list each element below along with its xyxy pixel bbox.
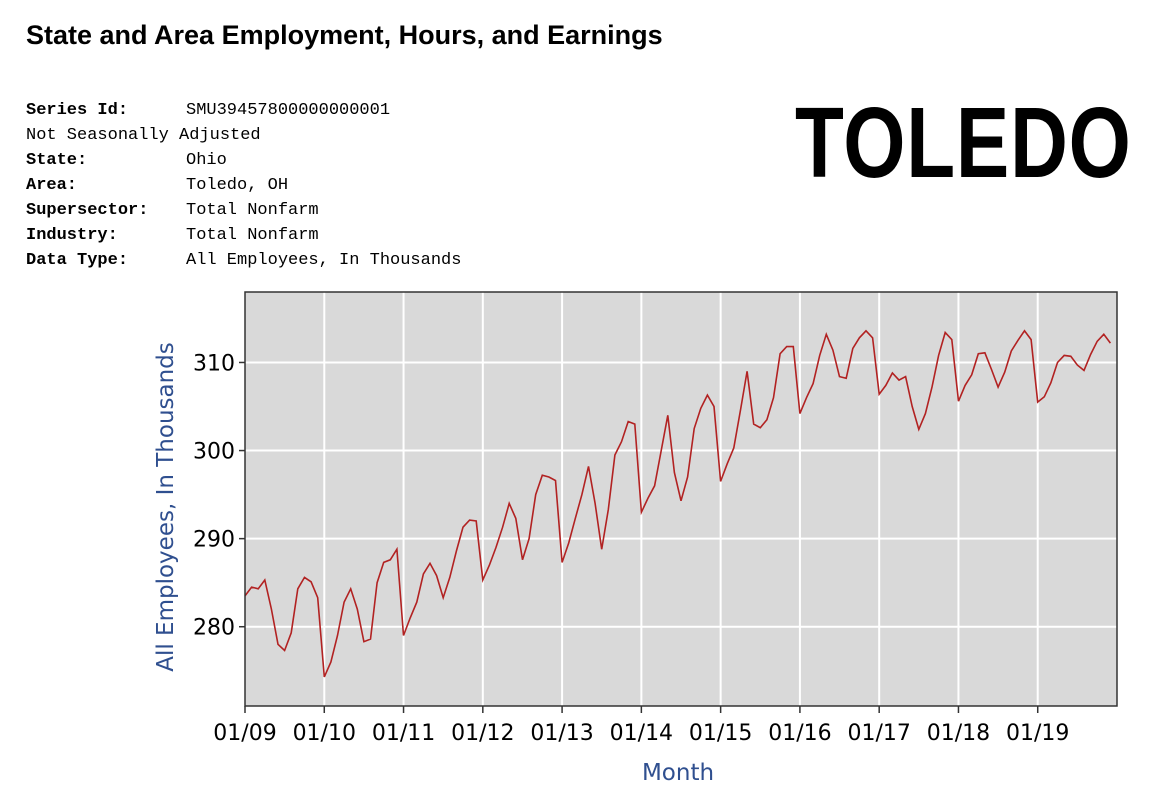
city-label: TOLEDO — [795, 87, 1132, 199]
y-tick-label: 290 — [193, 528, 235, 553]
x-tick-label: 01/13 — [530, 721, 593, 746]
x-axis-label: Month — [642, 760, 714, 786]
meta-value: Total Nonfarm — [186, 201, 319, 220]
page-title: State and Area Employment, Hours, and Ea… — [26, 20, 663, 50]
grid-lines — [245, 292, 1117, 706]
x-tick-label: 01/12 — [451, 721, 514, 746]
plot-border — [244, 291, 1118, 707]
meta-value: SMU39457800000000001 — [186, 101, 391, 120]
meta-row-state: State: Ohio — [26, 148, 461, 173]
series-metadata: Series Id: SMU39457800000000001 Not Seaso… — [26, 98, 461, 273]
series-line — [244, 329, 1112, 678]
meta-value: Total Nonfarm — [186, 226, 319, 245]
meta-row-series-id: Series Id: SMU39457800000000001 — [26, 98, 461, 123]
x-axis: 01/09 01/10 01/11 01/12 01/13 01/14 01/15 01/16… — [213, 706, 1069, 746]
meta-value: All Employees, In Thousands — [186, 251, 462, 270]
x-tick-label: 01/16 — [768, 721, 831, 746]
meta-key: Not Seasonally Adjusted — [26, 126, 261, 145]
meta-value: Ohio — [186, 151, 227, 170]
x-tick-label: 01/19 — [1006, 721, 1069, 746]
meta-key: Industry: — [26, 226, 118, 245]
y-axis: 280 290 300 310 — [193, 351, 245, 641]
meta-row-data-type: Data Type: All Employees, In Thousands — [26, 248, 461, 273]
x-tick-label: 01/17 — [847, 721, 910, 746]
x-tick-label: 01/11 — [372, 721, 435, 746]
y-axis-label: All Employees, In Thousands — [153, 342, 179, 672]
y-tick-label: 300 — [193, 440, 235, 465]
meta-key: State: — [26, 151, 88, 170]
meta-row-industry: Industry: Total Nonfarm — [26, 223, 461, 248]
x-tick-label: 01/09 — [213, 721, 276, 746]
meta-row-adjustment: Not Seasonally Adjusted — [26, 123, 461, 148]
meta-key: Area: — [26, 176, 78, 195]
meta-key: Series Id: — [26, 101, 129, 120]
x-tick-label: 01/18 — [927, 721, 990, 746]
y-tick-label: 310 — [193, 351, 235, 376]
meta-row-supersector: Supersector: Total Nonfarm — [26, 198, 461, 223]
y-tick-label: 280 — [193, 616, 235, 641]
meta-row-area: Area: Toledo, OH — [26, 173, 461, 198]
x-tick-label: 01/14 — [610, 721, 673, 746]
x-tick-label: 01/15 — [689, 721, 752, 746]
meta-key: Supersector: — [26, 201, 149, 220]
x-tick-label: 01/10 — [293, 721, 356, 746]
meta-key: Data Type: — [26, 251, 129, 270]
meta-value: Toledo, OH — [186, 176, 289, 195]
